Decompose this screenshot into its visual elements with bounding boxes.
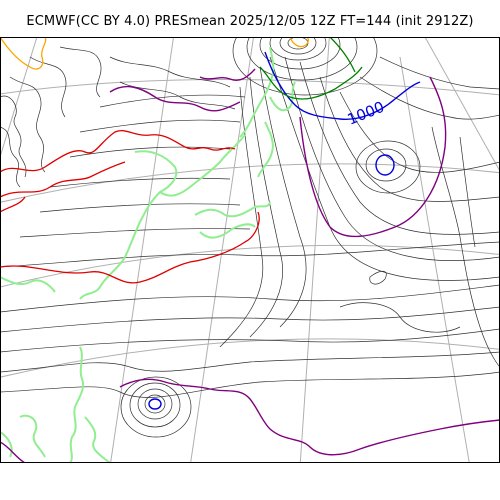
graticule [0,37,500,463]
coastlines [0,46,296,463]
map-title: ECMWF(CC BY 4.0) PRESmean 2025/12/05 12Z… [26,14,474,29]
pressure-map: 1000 [0,37,500,463]
highlighted-isobars [0,37,500,463]
isobar-label-1000: 1000 [345,98,387,129]
isobars [0,37,500,438]
